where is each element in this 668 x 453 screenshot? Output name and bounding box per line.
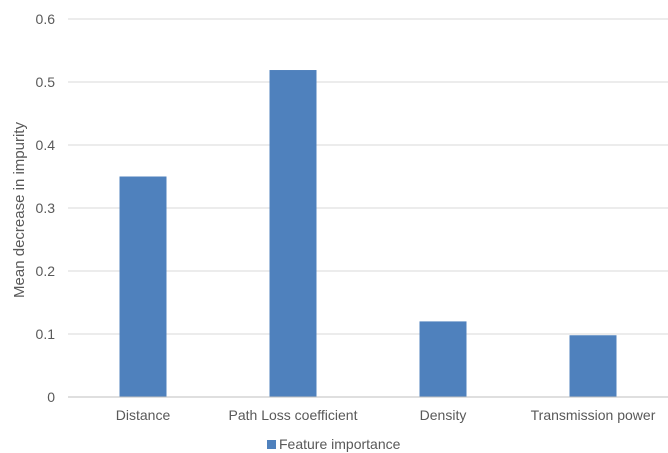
bar-path-loss-coefficient — [269, 70, 317, 397]
y-axis-title: Mean decrease in impurity — [11, 122, 28, 298]
y-tick-label: 0.4 — [36, 137, 56, 153]
y-tick-label: 0.3 — [36, 200, 56, 216]
y-tick-label: 0.5 — [36, 74, 56, 90]
legend: Feature importance — [267, 436, 401, 452]
x-tick-label: Distance — [116, 407, 171, 423]
gridlines — [68, 18, 668, 335]
x-tick-label: Transmission power — [531, 407, 656, 423]
y-tick-label: 0.6 — [36, 11, 56, 27]
x-tick-labels: Distance Path Loss coefficient Density Tran… — [116, 407, 656, 423]
bar-density — [419, 321, 467, 397]
bar-transmission-power — [569, 335, 617, 397]
x-tick-label: Path Loss coefficient — [229, 407, 358, 423]
legend-swatch — [267, 440, 276, 449]
x-tick-label: Density — [420, 407, 467, 423]
y-tick-label: 0.1 — [36, 326, 56, 342]
legend-label-feature-importance: Feature importance — [279, 436, 401, 452]
y-tick-labels: 0 0.1 0.2 0.3 0.4 0.5 0.6 — [36, 11, 56, 405]
y-tick-label: 0 — [47, 389, 55, 405]
bar-distance — [119, 176, 167, 397]
y-tick-label: 0.2 — [36, 263, 56, 279]
bars — [119, 70, 617, 397]
